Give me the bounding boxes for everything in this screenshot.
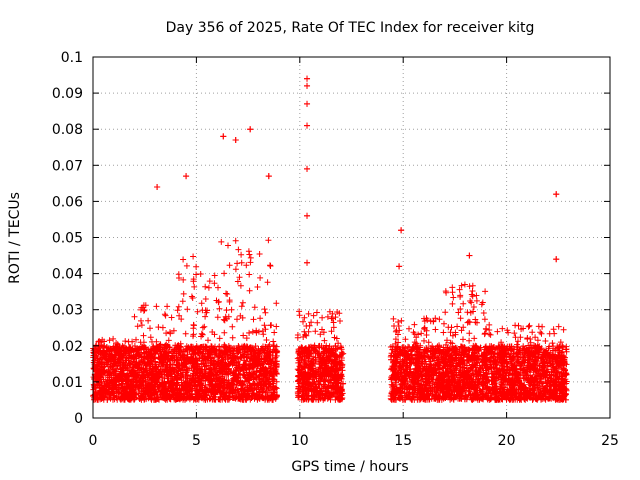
roti-spike-point xyxy=(304,259,311,266)
y-tick-label: 0.1 xyxy=(61,50,83,66)
roti-spike-point xyxy=(398,227,405,234)
x-tick-label: 5 xyxy=(192,433,201,449)
y-tick-label: 0.03 xyxy=(52,303,83,319)
roti-spike-point xyxy=(553,191,560,198)
y-tick-label: 0.05 xyxy=(52,231,83,247)
y-tick-label: 0.08 xyxy=(52,122,83,138)
x-tick-label: 10 xyxy=(291,433,309,449)
roti-spike-point xyxy=(220,133,227,140)
x-tick-label: 15 xyxy=(394,433,412,449)
roti-spike-point xyxy=(553,256,560,263)
roti-spike-point xyxy=(304,122,311,129)
data-points xyxy=(90,75,570,403)
roti-spike-point xyxy=(304,82,311,89)
roti-spike-point xyxy=(304,165,311,172)
y-tick-label: 0.09 xyxy=(52,86,83,102)
y-tick-label: 0.07 xyxy=(52,158,83,174)
chart-title: Day 356 of 2025, Rate Of TEC Index for r… xyxy=(166,20,535,36)
axis-ticks: 0 5 10 15 20 25 0 0.01 0.02 0.03 0.04 0.05 0.06 0.07 0… xyxy=(52,50,619,449)
y-tick-label: 0 xyxy=(74,411,83,427)
roti-spike-point xyxy=(183,173,190,180)
y-tick-label: 0.01 xyxy=(52,375,83,391)
y-axis-label: ROTI / TECUs xyxy=(7,192,23,284)
roti-spike-point xyxy=(396,263,403,270)
roti-spike-point xyxy=(466,252,473,259)
roti-spike-point xyxy=(304,100,311,107)
roti-spike-point xyxy=(304,75,311,82)
roti-spike-point xyxy=(304,212,311,219)
roti-spike-point xyxy=(247,126,254,133)
y-tick-label: 0.04 xyxy=(52,267,83,283)
x-axis-label: GPS time / hours xyxy=(291,459,408,475)
x-tick-label: 20 xyxy=(498,433,516,449)
y-tick-label: 0.02 xyxy=(52,339,83,355)
roti-point-markers xyxy=(90,75,570,403)
roti-spike-point xyxy=(265,173,272,180)
y-tick-label: 0.06 xyxy=(52,194,83,210)
x-tick-label: 25 xyxy=(601,433,619,449)
roti-spike-point xyxy=(154,183,161,190)
x-tick-label: 0 xyxy=(89,433,98,449)
roti-spike-point xyxy=(232,137,239,144)
